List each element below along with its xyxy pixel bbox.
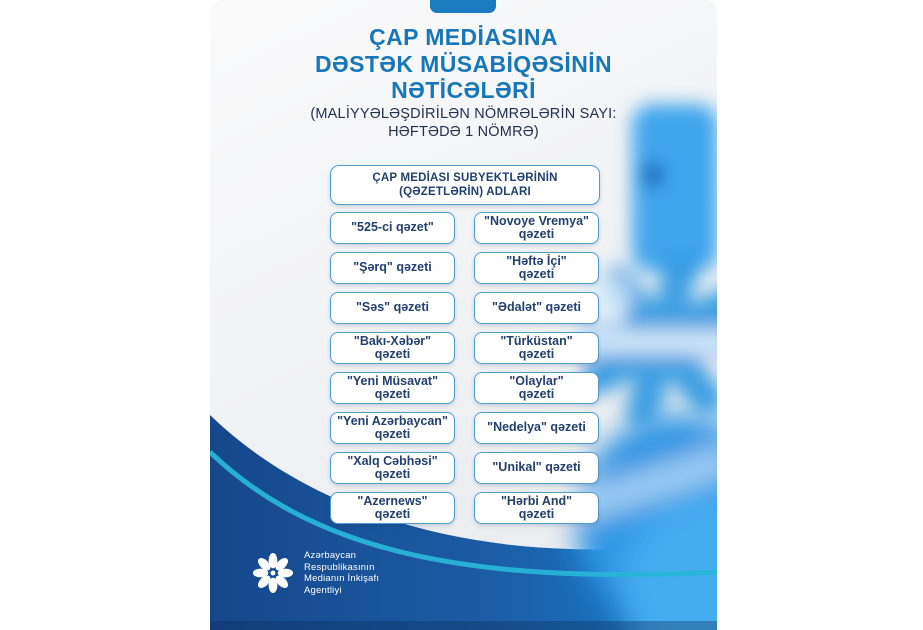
newspaper-box: "Yeni Azərbaycan" qəzeti [330, 412, 455, 444]
newspaper-box: "Olaylar" qəzeti [474, 372, 599, 404]
cyan-accent-arc [210, 450, 717, 578]
title-line: DƏSTƏK MÜSABİQƏSİNİN [314, 50, 613, 77]
agency-name-line: Azərbaycan [304, 550, 357, 561]
table-header-line: ÇAP MEDİASI SUBYEKTLƏRİNİN [372, 172, 558, 184]
table-header-box: ÇAP MEDİASI SUBYEKTLƏRİNİN (QƏZETLƏRİN) A… [330, 165, 600, 205]
newspaper-box: "Unikal" qəzeti [474, 452, 599, 484]
agency-logo-icon [252, 552, 294, 594]
poster-card: ÇAP MEDİASINA DƏSTƏK MÜSABİQƏSİNİN NƏTİCƏL… [210, 0, 717, 630]
newspaper-column-left: "525-ci qəzet" "Şərq" qəzeti "Səs" qəzeti "… [330, 212, 455, 524]
newspaper-box: "Şərq" qəzeti [330, 252, 455, 284]
newspaper-box: "Azernews" qəzeti [330, 492, 455, 524]
agency-name-line: Medianın İnkişafı [304, 573, 380, 584]
newspaper-box: "Səs" qəzeti [330, 292, 455, 324]
newspaper-box: "Xalq Cəbhəsi" qəzeti [330, 452, 455, 484]
title-line: ÇAP MEDİASINA [369, 24, 558, 50]
poster-title: ÇAP MEDİASINA DƏSTƏK MÜSABİQƏSİNİN NƏTİCƏL… [210, 24, 717, 104]
title-line: NƏTİCƏLƏRİ [391, 77, 536, 103]
newspaper-box: "525-ci qəzet" [330, 212, 455, 244]
newspaper-box: "Hərbi And" qəzeti [474, 492, 599, 524]
top-tab [430, 0, 496, 13]
background-decoration [210, 104, 717, 630]
agency-name-line: Respublikasının [304, 561, 375, 573]
agency-footer: Azərbaycan Respublikasının Medianın İnkişa… [252, 550, 379, 596]
newspaper-column-right: "Novoye Vremya" qəzeti "Həftə İçi" qəzeti "Ə… [474, 212, 599, 524]
newspaper-box: "Həftə İçi" qəzeti [474, 252, 599, 284]
newspaper-box: "Yeni Müsavat" qəzeti [330, 372, 455, 404]
table-header-line: (QƏZETLƏRİN) ADLARI [399, 186, 531, 198]
agency-name-line: Agentliyi [304, 584, 342, 596]
poster-subtitle: (MALİYYƏLƏŞDİRİLƏN NÖMRƏLƏRİN SAYI: HƏFTƏ… [210, 106, 717, 141]
newspaper-box: "Türküstan" qəzeti [474, 332, 599, 364]
subtitle-line: (MALİYYƏLƏŞDİRİLƏN NÖMRƏLƏRİN SAYI: [310, 106, 617, 122]
newspaper-box: "Novoye Vremya" qəzeti [474, 212, 599, 244]
snowflake-decoration-icon [558, 104, 717, 429]
newspaper-box: "Bakı-Xəbər" qəzeti [330, 332, 455, 364]
subtitle-line: HƏFTƏDƏ 1 NÖMRƏ) [388, 123, 539, 140]
newspaper-box: "Nedelya" qəzeti [474, 412, 599, 444]
agency-name: Azərbaycan Respublikasının Medianın İnkişa… [304, 550, 379, 596]
newspaper-box: "Ədalət" qəzeti [474, 292, 599, 324]
